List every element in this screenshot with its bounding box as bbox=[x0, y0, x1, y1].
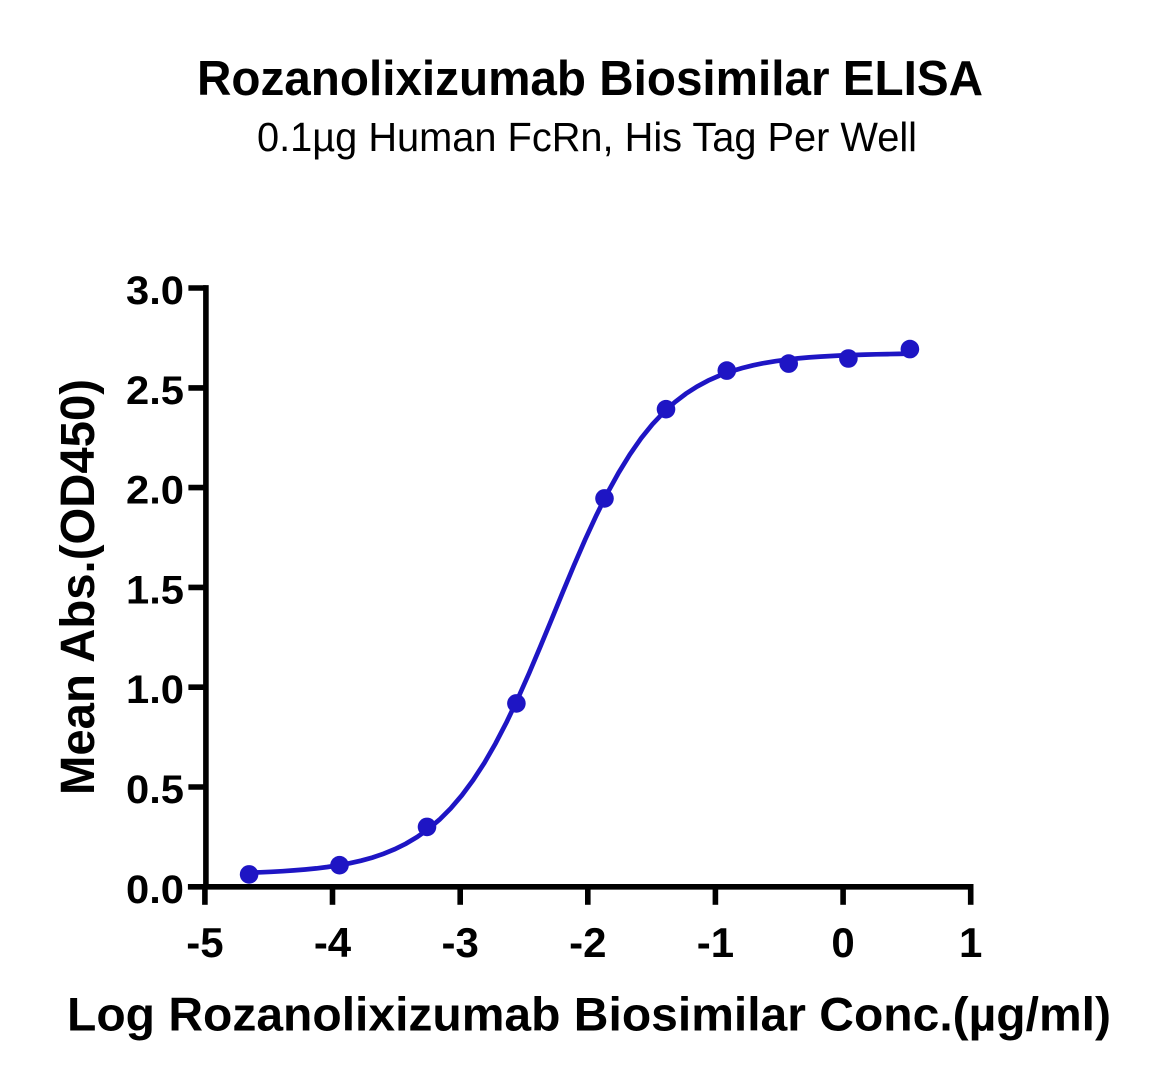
svg-text:-2: -2 bbox=[569, 919, 606, 966]
svg-text:-5: -5 bbox=[186, 919, 223, 966]
svg-text:1.0: 1.0 bbox=[126, 668, 184, 712]
svg-text:1.5: 1.5 bbox=[126, 568, 184, 612]
svg-text:2.5: 2.5 bbox=[126, 369, 184, 413]
svg-text:0.1µg Human FcRn, His Tag Per: 0.1µg Human FcRn, His Tag Per Well bbox=[257, 114, 917, 160]
svg-text:Rozanolixizumab Biosimilar ELI: Rozanolixizumab Biosimilar ELISA bbox=[197, 52, 983, 106]
svg-text:2.0: 2.0 bbox=[126, 469, 184, 513]
svg-text:Log Rozanolixizumab Biosimilar: Log Rozanolixizumab Biosimilar Conc.(µg/… bbox=[67, 989, 1111, 1042]
svg-text:-1: -1 bbox=[697, 919, 734, 966]
svg-text:3.0: 3.0 bbox=[126, 269, 184, 313]
svg-text:0.5: 0.5 bbox=[126, 768, 184, 812]
svg-text:Mean Abs.(OD450): Mean Abs.(OD450) bbox=[52, 379, 105, 795]
svg-text:0: 0 bbox=[831, 919, 854, 966]
svg-text:-3: -3 bbox=[442, 919, 479, 966]
svg-text:1: 1 bbox=[959, 919, 982, 966]
svg-text:0.0: 0.0 bbox=[126, 868, 184, 912]
svg-text:-4: -4 bbox=[314, 919, 352, 966]
